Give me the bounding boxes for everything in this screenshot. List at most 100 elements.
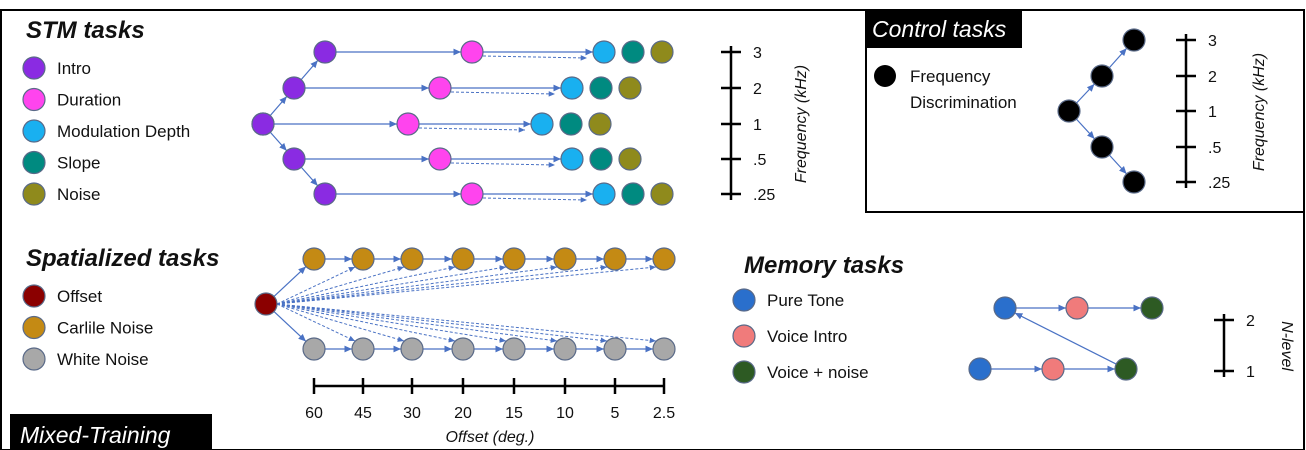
spatial-node-carlile	[603, 247, 627, 271]
memory-nlevel-axis: 21	[1214, 313, 1255, 381]
control-node	[1122, 28, 1146, 52]
footer-label: Mixed-Training	[20, 422, 171, 448]
stm-legend: Intro Duration Modulation Depth Slope Noise	[22, 56, 190, 206]
spatial-legend-dot	[22, 315, 46, 340]
control-legend-label-line1: Frequency	[910, 67, 991, 86]
control-node	[1090, 135, 1114, 159]
control-edge	[1075, 118, 1096, 140]
spatial-node-white-noise	[400, 337, 424, 361]
stm-legend-dot	[22, 182, 46, 206]
stm-node-intro	[313, 40, 337, 64]
stm-node-slope	[589, 76, 613, 100]
memory-node	[1140, 296, 1164, 320]
stm-node-intro	[313, 182, 337, 206]
stm-dashed-edge	[450, 162, 556, 168]
spatial-node-carlile	[302, 247, 326, 271]
spatial-tick-label: 10	[556, 405, 574, 422]
stm-node-slope	[589, 147, 613, 171]
stm-tick-label: .25	[753, 187, 775, 204]
memory-legend: Pure Tone Voice Intro Voice + noise	[732, 288, 869, 384]
stm-tick-label: 3	[753, 45, 762, 62]
spatial-node-white-noise	[553, 337, 577, 361]
control-legend-dot	[874, 65, 896, 87]
stm-node-intro	[251, 112, 275, 136]
spatial-node-white-noise	[351, 337, 375, 361]
stm-node-modulation	[592, 182, 616, 206]
spatial-legend-label: White Noise	[57, 350, 149, 369]
memory-node	[1065, 296, 1089, 320]
memory-legend-label: Pure Tone	[767, 291, 844, 310]
spatial-node-carlile	[553, 247, 577, 271]
spatial-node-carlile	[652, 247, 676, 271]
stm-title: STM tasks	[26, 17, 145, 44]
spatial-node-carlile	[451, 247, 475, 271]
spatial-node-white-noise	[302, 337, 326, 361]
spatial-legend: Offset Carlile Noise White Noise	[22, 284, 153, 371]
stm-node-duration	[396, 112, 420, 136]
stm-tick-label: .5	[753, 152, 766, 169]
spatial-dashed-edge	[276, 303, 405, 342]
memory-title: Memory tasks	[744, 252, 904, 279]
spatial-tick-label: 2.5	[653, 405, 675, 422]
control-graph	[1057, 28, 1146, 194]
stm-node-noise	[650, 182, 674, 206]
spatial-tick-label: 5	[611, 405, 620, 422]
stm-node-modulation	[560, 76, 584, 100]
stm-node-noise	[588, 112, 612, 136]
spatial-node-carlile	[502, 247, 526, 271]
memory-tick-label: 1	[1246, 364, 1255, 381]
footer-bg	[10, 414, 212, 450]
spatial-legend-dot	[22, 284, 46, 308]
spatial-node-white-noise	[451, 337, 475, 361]
stm-node-slope	[559, 112, 583, 136]
stm-legend-label: Duration	[57, 91, 121, 110]
control-node	[1122, 170, 1146, 194]
stm-legend-label: Intro	[57, 59, 91, 78]
spatial-branch-edge	[273, 266, 307, 297]
control-title-bg	[866, 10, 1022, 48]
spatial-axis-label: Offset (deg.)	[446, 429, 535, 446]
control-legend-label-line2: Discrimination	[910, 93, 1017, 112]
spatial-dashed-edge	[276, 303, 657, 344]
control-tick-label: .5	[1208, 140, 1221, 157]
memory-node	[1041, 357, 1065, 381]
spatial-legend-label: Carlile Noise	[57, 319, 153, 338]
stm-node-intro	[282, 76, 306, 100]
spatial-branch-edge	[273, 311, 307, 342]
stm-node-slope	[621, 40, 645, 64]
memory-legend-dot	[732, 360, 756, 384]
memory-axis-label: N-level	[1278, 321, 1295, 371]
stm-axis-label: Frequency (kHz)	[793, 65, 810, 183]
stm-frequency-axis: 3 2 1 .5 .25	[721, 45, 775, 204]
spatial-graph	[254, 247, 676, 361]
spatial-tick-label: 15	[505, 405, 523, 422]
stm-node-duration	[460, 182, 484, 206]
memory-edge	[1014, 312, 1117, 365]
spatial-dashed-edge	[276, 303, 356, 342]
stm-branch-edge	[300, 166, 319, 187]
stm-dashed-edge	[418, 127, 526, 133]
spatial-section: Spatialized tasks Offset Carlile Noise Whi…	[22, 245, 676, 446]
control-tick-label: .25	[1208, 175, 1230, 192]
outer-border	[0, 9, 1305, 450]
control-tick-label: 1	[1208, 104, 1217, 121]
spatial-dashed-edge	[276, 265, 558, 305]
spatial-legend-label: Offset	[57, 287, 102, 306]
stm-node-modulation	[530, 112, 554, 136]
spatial-tick-label: 30	[403, 405, 421, 422]
spatial-offset-axis: 60 45 30 20 15 10 5 2.5	[305, 378, 675, 422]
spatial-dashed-edge	[276, 303, 608, 344]
spatial-node-carlile	[400, 247, 424, 271]
stm-node-intro	[282, 147, 306, 171]
control-section: Control tasks Frequency Discrimination 3…	[866, 10, 1268, 194]
stm-dashed-edge	[482, 197, 588, 203]
spatial-node-white-noise	[603, 337, 627, 361]
control-tick-label: 3	[1208, 33, 1217, 50]
stm-branch-edge	[269, 131, 288, 152]
stm-node-slope	[621, 182, 645, 206]
stm-tick-label: 2	[753, 81, 762, 98]
control-node	[1057, 99, 1081, 123]
stm-node-duration	[460, 40, 484, 64]
memory-tick-label: 2	[1246, 313, 1255, 330]
spatial-title: Spatialized tasks	[26, 245, 219, 272]
